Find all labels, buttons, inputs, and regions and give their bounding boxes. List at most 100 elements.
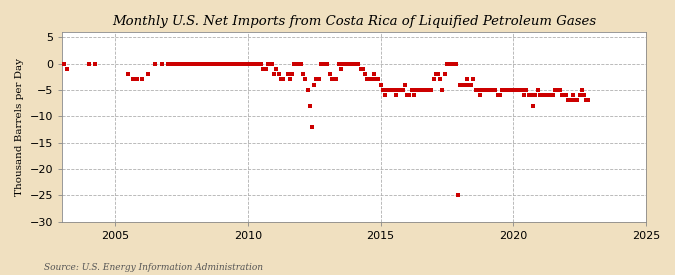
Point	[156, 61, 167, 66]
Point	[483, 88, 494, 92]
Point	[472, 88, 483, 92]
Point	[400, 82, 410, 87]
Point	[190, 61, 200, 66]
Point	[351, 61, 362, 66]
Point	[167, 61, 178, 66]
Point	[566, 98, 576, 103]
Point	[198, 61, 209, 66]
Point	[251, 61, 262, 66]
Point	[344, 61, 355, 66]
Point	[223, 61, 234, 66]
Point	[501, 88, 512, 92]
Point	[291, 61, 302, 66]
Point	[263, 61, 273, 66]
Point	[477, 88, 487, 92]
Point	[284, 77, 295, 82]
Point	[486, 88, 497, 92]
Point	[459, 82, 470, 87]
Point	[296, 61, 306, 66]
Point	[572, 98, 583, 103]
Point	[300, 77, 310, 82]
Point	[450, 61, 461, 66]
Point	[273, 72, 284, 76]
Point	[216, 61, 227, 66]
Point	[526, 93, 537, 97]
Point	[185, 61, 196, 66]
Point	[324, 72, 335, 76]
Point	[187, 61, 198, 66]
Point	[136, 77, 147, 82]
Point	[545, 93, 556, 97]
Point	[181, 61, 192, 66]
Point	[214, 61, 225, 66]
Point	[479, 88, 490, 92]
Point	[384, 88, 395, 92]
Point	[519, 93, 530, 97]
Point	[176, 61, 187, 66]
Point	[541, 93, 551, 97]
Point	[424, 88, 435, 92]
Point	[364, 77, 375, 82]
Point	[570, 98, 580, 103]
Point	[132, 77, 142, 82]
Point	[327, 77, 338, 82]
Point	[169, 61, 180, 66]
Point	[397, 88, 408, 92]
Point	[258, 67, 269, 71]
Point	[466, 82, 477, 87]
Point	[232, 61, 242, 66]
Point	[391, 93, 402, 97]
Point	[506, 88, 516, 92]
Point	[448, 61, 459, 66]
Point	[386, 88, 397, 92]
Point	[568, 93, 578, 97]
Point	[470, 88, 481, 92]
Point	[171, 61, 182, 66]
Point	[367, 77, 377, 82]
Point	[415, 88, 426, 92]
Point	[461, 77, 472, 82]
Point	[174, 61, 185, 66]
Point	[457, 82, 468, 87]
Point	[302, 88, 313, 92]
Point	[282, 72, 293, 76]
Point	[475, 93, 485, 97]
Point	[512, 88, 523, 92]
Point	[202, 61, 213, 66]
Point	[539, 93, 549, 97]
Point	[271, 67, 282, 71]
Point	[238, 61, 248, 66]
Point	[211, 61, 222, 66]
Point	[556, 93, 567, 97]
Point	[523, 93, 534, 97]
Point	[514, 88, 525, 92]
Point	[267, 61, 277, 66]
Point	[574, 93, 585, 97]
Point	[382, 88, 393, 92]
Point	[413, 88, 424, 92]
Point	[221, 61, 232, 66]
Point	[143, 72, 154, 76]
Point	[402, 93, 412, 97]
Point	[355, 67, 366, 71]
Point	[294, 61, 304, 66]
Point	[261, 67, 271, 71]
Point	[408, 93, 419, 97]
Point	[61, 67, 72, 71]
Point	[123, 72, 134, 76]
Point	[580, 98, 591, 103]
Point	[428, 77, 439, 82]
Point	[265, 61, 275, 66]
Point	[395, 88, 406, 92]
Point	[521, 88, 532, 92]
Title: Monthly U.S. Net Imports from Costa Rica of Liquified Petroleum Gases: Monthly U.S. Net Imports from Costa Rica…	[112, 15, 596, 28]
Point	[357, 67, 368, 71]
Point	[537, 93, 547, 97]
Point	[230, 61, 240, 66]
Point	[353, 61, 364, 66]
Point	[530, 93, 541, 97]
Point	[439, 72, 450, 76]
Point	[311, 77, 322, 82]
Point	[510, 88, 520, 92]
Point	[516, 88, 527, 92]
